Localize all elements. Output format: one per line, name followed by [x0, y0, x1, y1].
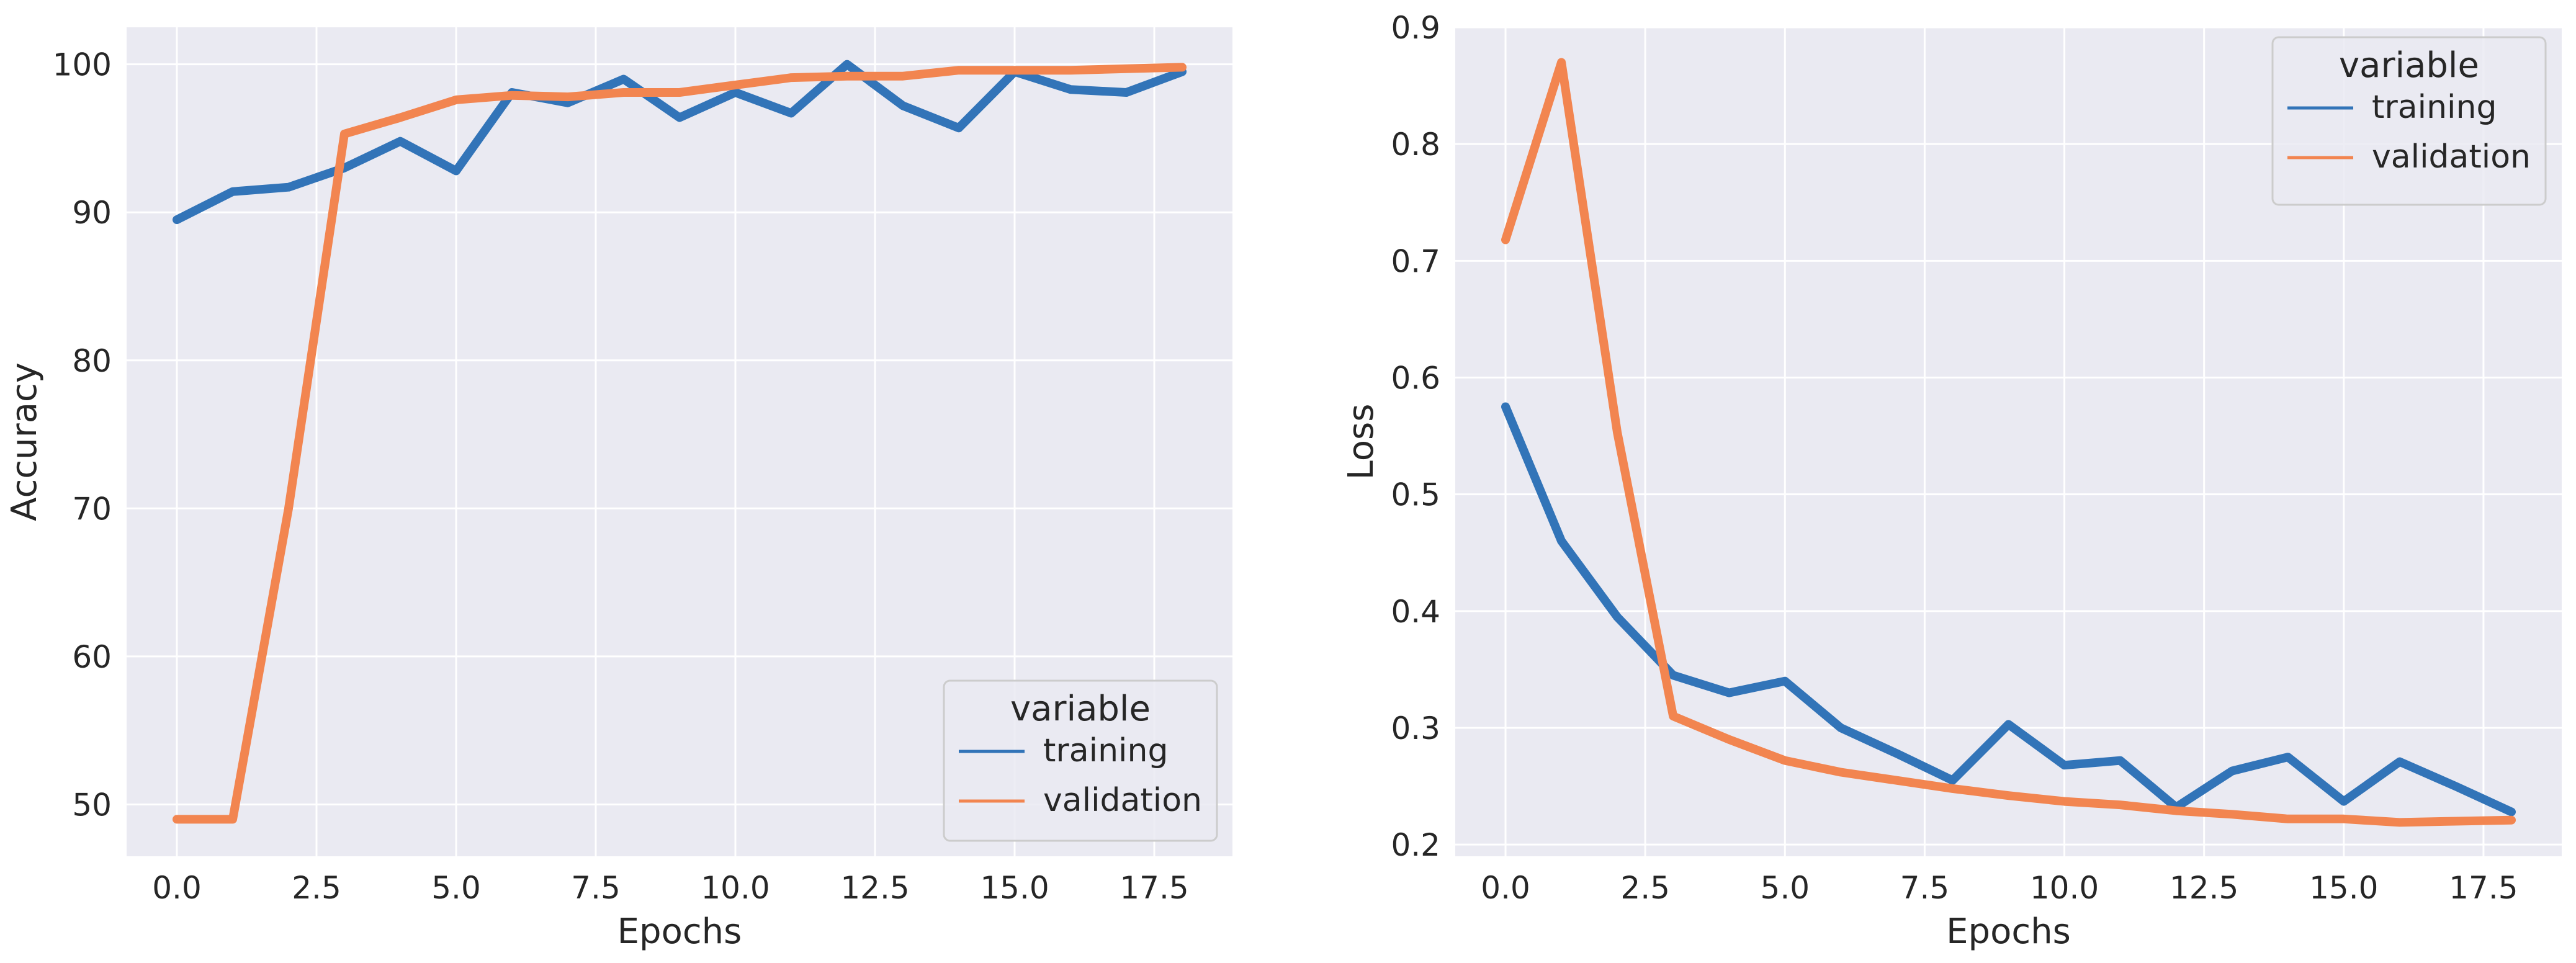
x-tick-label: 15.0 — [2309, 870, 2378, 906]
x-tick-label: 17.5 — [2449, 870, 2518, 906]
y-tick-label: 0.4 — [1391, 594, 1440, 630]
training-line — [1501, 402, 2516, 817]
legend-training-label: training — [1043, 732, 1168, 769]
y-axis-label: Accuracy — [4, 362, 45, 521]
x-tick-label: 5.0 — [1761, 870, 1810, 906]
validation-line — [173, 63, 1187, 824]
x-tick-label: 2.5 — [292, 870, 341, 906]
legend-title: variable — [1010, 689, 1151, 729]
x-tick-label: 0.0 — [1481, 870, 1530, 906]
x-axis-label: Epochs — [617, 911, 742, 952]
x-tick-label: 10.0 — [701, 870, 770, 906]
y-tick-label: 90 — [72, 195, 112, 231]
loss-chart: 0.0 2.5 5.0 7.5 10.0 12.5 15.0 17.5 0.2 0.3 0.4 0.5… — [1341, 10, 2562, 952]
x-tick-label: 12.5 — [840, 870, 909, 906]
validation-line — [1501, 58, 2516, 827]
y-tick-label: 0.9 — [1391, 10, 1440, 46]
y-tick-label: 0.8 — [1391, 127, 1440, 163]
accuracy-chart: 0.0 2.5 5.0 7.5 10.0 12.5 15.0 17.5 50 60 70 80 90 10… — [4, 27, 1232, 952]
y-tick-label: 0.3 — [1391, 710, 1440, 746]
x-tick-label: 7.5 — [1900, 870, 1950, 906]
y-tick-label: 0.7 — [1391, 243, 1440, 279]
y-tick-label: 0.2 — [1391, 827, 1440, 863]
y-tick-label: 80 — [72, 343, 112, 379]
y-tick-label: 50 — [72, 787, 112, 823]
legend-validation-label: validation — [2372, 138, 2531, 176]
legend-title: variable — [2339, 45, 2479, 86]
x-tick-label: 2.5 — [1620, 870, 1670, 906]
y-tick-label: 0.6 — [1391, 361, 1440, 396]
y-tick-label: 100 — [53, 47, 112, 83]
x-tick-label: 0.0 — [152, 870, 202, 906]
x-tick-label: 7.5 — [571, 870, 621, 906]
y-tick-label: 0.5 — [1391, 477, 1440, 513]
legend-validation-label: validation — [1043, 782, 1202, 819]
x-tick-label: 17.5 — [1120, 870, 1188, 906]
y-tick-label: 70 — [72, 491, 112, 527]
x-tick-label: 15.0 — [980, 870, 1049, 906]
x-tick-label: 5.0 — [431, 870, 481, 906]
x-tick-label: 10.0 — [2030, 870, 2099, 906]
y-axis-label: Loss — [1341, 404, 1381, 480]
legend-training-label: training — [2372, 89, 2497, 126]
x-tick-label: 12.5 — [2170, 870, 2238, 906]
x-axis-label: Epochs — [1946, 911, 2071, 952]
legend-box — [2271, 36, 2547, 206]
y-tick-label: 60 — [72, 639, 112, 675]
